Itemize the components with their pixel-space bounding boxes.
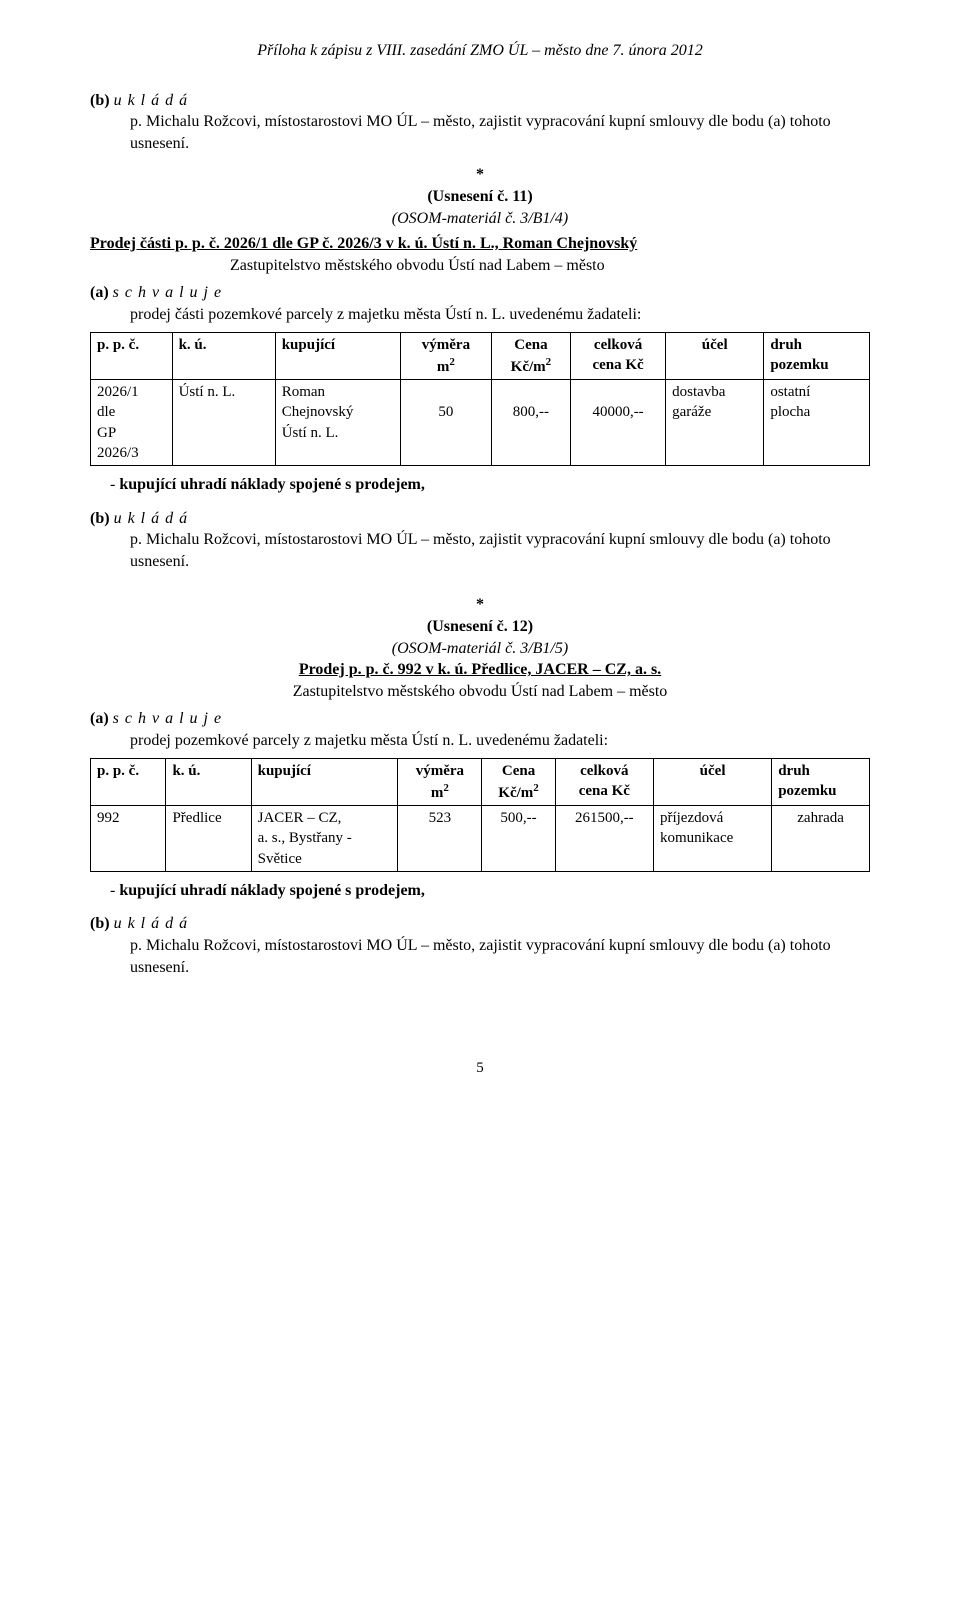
sec2-a-label: (a) [90,710,109,727]
sec2-sale-line: Prodej p. p. č. 992 v k. ú. Předlice, JA… [90,659,870,681]
sec1-res-title: (Usnesení č. 11) [90,186,870,208]
table-header-row: p. p. č. k. ú. kupující výměram2 CenaKč/… [91,332,870,380]
th-celkova: celkovácena Kč [555,758,653,806]
sec1-a-label: (a) [90,284,109,301]
sec1-b: (b) u k l á d á [90,90,870,112]
sec1-star: * [90,164,870,186]
sec2-b-label: (b) [90,915,110,932]
sec1-b2: (b) u k l á d á [90,508,870,530]
sec2-b: (b) u k l á d á [90,913,870,935]
val-cena: 800,-- [513,404,549,420]
td-kupujici: RomanChejnovskýÚstí n. L. [275,380,400,466]
val-celkova: 40000,-- [592,404,643,420]
sec2-res-sub: (OSOM-materiál č. 3/B1/5) [90,638,870,660]
td-vymera: 50 [401,380,492,466]
val-vymera: 50 [438,404,453,420]
th-druh: druhpozemku [772,758,870,806]
td-druh: ostatníplocha [764,380,870,466]
th-ucel: účel [666,332,764,380]
sec1-sale-title: Prodej části p. p. č. 2026/1 dle GP č. 2… [90,235,637,252]
sec1-res-sub: (OSOM-materiál č. 3/B1/4) [90,208,870,230]
sec1-b2-text: u k l á d á [114,510,189,527]
sec2-star: * [90,594,870,616]
sec2-a: (a) s c h v a l u j e [90,708,870,730]
sec2-a-text: s c h v a l u j e [113,710,222,727]
th-kupujici: kupující [275,332,400,380]
sec1-b-text: u k l á d á [114,92,189,109]
td-ucel: dostavbagaráže [666,380,764,466]
table-header-row: p. p. č. k. ú. kupující výměram2 CenaKč/… [91,758,870,806]
th-ku: k. ú. [172,332,275,380]
sec2-zast: Zastupitelstvo městského obvodu Ústí nad… [90,681,870,703]
td-druh: zahrada [772,806,870,872]
th-ucel: účel [653,758,771,806]
sec2-res-title: (Usnesení č. 12) [90,616,870,638]
td-ku: Předlice [166,806,251,872]
td-cena: 800,-- [491,380,570,466]
sec2-bullet: kupující uhradí náklady spojené s prodej… [130,880,870,902]
sec1-table: p. p. č. k. ú. kupující výměram2 CenaKč/… [90,332,870,467]
sec1-a-body: prodej části pozemkové parcely z majetku… [130,304,870,326]
th-cena: CenaKč/m2 [482,758,555,806]
th-ppc: p. p. č. [91,758,166,806]
sec1-a-text: s c h v a l u j e [113,284,222,301]
td-ku: Ústí n. L. [172,380,275,466]
sec2-resolution: * (Usnesení č. 12) (OSOM-materiál č. 3/B… [90,594,870,702]
th-ppc: p. p. č. [91,332,173,380]
sec1-b2-body: p. Michalu Rožcovi, místostarostovi MO Ú… [130,529,870,572]
sec2-sale-title: Prodej p. p. č. 992 v k. ú. Předlice, JA… [299,661,661,678]
th-druh: druhpozemku [764,332,870,380]
sec2-a-body: prodej pozemkové parcely z majetku města… [130,730,870,752]
table-row: 992 Předlice JACER – CZ,a. s., Bystřany … [91,806,870,872]
td-ucel: příjezdovákomunikace [653,806,771,872]
th-vymera: výměram2 [401,332,492,380]
th-kupujici: kupující [251,758,398,806]
td-ppc: 2026/1dleGP2026/3 [91,380,173,466]
sec1-b-label: (b) [90,92,110,109]
page-number: 5 [90,1058,870,1078]
sec1-resolution: * (Usnesení č. 11) (OSOM-materiál č. 3/B… [90,164,870,229]
sec1-b-body: p. Michalu Rožcovi, místostarostovi MO Ú… [130,111,870,154]
th-ku: k. ú. [166,758,251,806]
th-cena: CenaKč/m2 [491,332,570,380]
sec1-sale-line: Prodej části p. p. č. 2026/1 dle GP č. 2… [90,233,870,255]
sec1-bullet: kupující uhradí náklady spojené s prodej… [130,474,870,496]
td-cena: 500,-- [482,806,555,872]
sec2-table: p. p. č. k. ú. kupující výměram2 CenaKč/… [90,758,870,872]
td-ppc: 992 [91,806,166,872]
sec2-b-body: p. Michalu Rožcovi, místostarostovi MO Ú… [130,935,870,978]
td-celkova: 261500,-- [555,806,653,872]
th-vymera: výměram2 [398,758,482,806]
sec1-b2-label: (b) [90,510,110,527]
sec1-zast: Zastupitelstvo městského obvodu Ústí nad… [230,255,870,277]
td-vymera: 523 [398,806,482,872]
td-celkova: 40000,-- [571,380,666,466]
sec1-a: (a) s c h v a l u j e [90,282,870,304]
sec2-b-text: u k l á d á [114,915,189,932]
th-celkova: celkovácena Kč [571,332,666,380]
page-header: Příloha k zápisu z VIII. zasedání ZMO ÚL… [90,40,870,62]
td-kupujici: JACER – CZ,a. s., Bystřany -Světice [251,806,398,872]
table-row: 2026/1dleGP2026/3 Ústí n. L. RomanChejno… [91,380,870,466]
